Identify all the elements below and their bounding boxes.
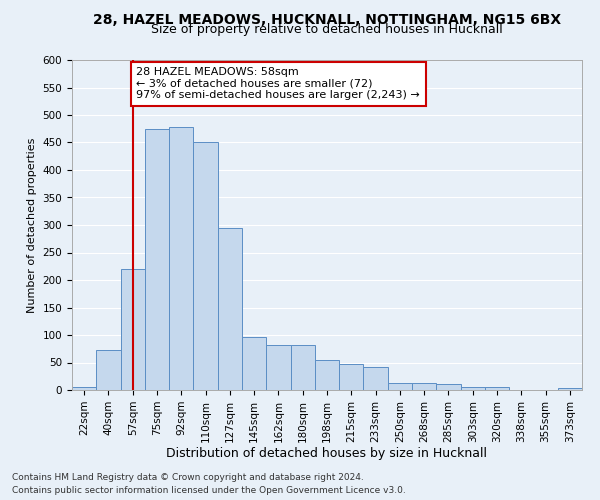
- Text: Contains public sector information licensed under the Open Government Licence v3: Contains public sector information licen…: [12, 486, 406, 495]
- Bar: [72, 387, 96, 390]
- Bar: [388, 383, 412, 390]
- Bar: [461, 386, 485, 390]
- Bar: [96, 350, 121, 390]
- Bar: [339, 364, 364, 390]
- Bar: [145, 130, 169, 390]
- Bar: [121, 269, 145, 390]
- Bar: [193, 142, 218, 390]
- Bar: [558, 388, 582, 390]
- Bar: [266, 346, 290, 390]
- Bar: [412, 383, 436, 390]
- Bar: [315, 360, 339, 390]
- Text: 28, HAZEL MEADOWS, HUCKNALL, NOTTINGHAM, NG15 6BX: 28, HAZEL MEADOWS, HUCKNALL, NOTTINGHAM,…: [93, 12, 561, 26]
- X-axis label: Distribution of detached houses by size in Hucknall: Distribution of detached houses by size …: [167, 448, 487, 460]
- Bar: [242, 336, 266, 390]
- Bar: [364, 368, 388, 390]
- Bar: [218, 228, 242, 390]
- Y-axis label: Number of detached properties: Number of detached properties: [27, 138, 37, 312]
- Text: 28 HAZEL MEADOWS: 58sqm
← 3% of detached houses are smaller (72)
97% of semi-det: 28 HAZEL MEADOWS: 58sqm ← 3% of detached…: [136, 67, 420, 100]
- Bar: [290, 346, 315, 390]
- Bar: [436, 384, 461, 390]
- Text: Contains HM Land Registry data © Crown copyright and database right 2024.: Contains HM Land Registry data © Crown c…: [12, 474, 364, 482]
- Bar: [169, 127, 193, 390]
- Bar: [485, 387, 509, 390]
- Text: Size of property relative to detached houses in Hucknall: Size of property relative to detached ho…: [151, 22, 503, 36]
